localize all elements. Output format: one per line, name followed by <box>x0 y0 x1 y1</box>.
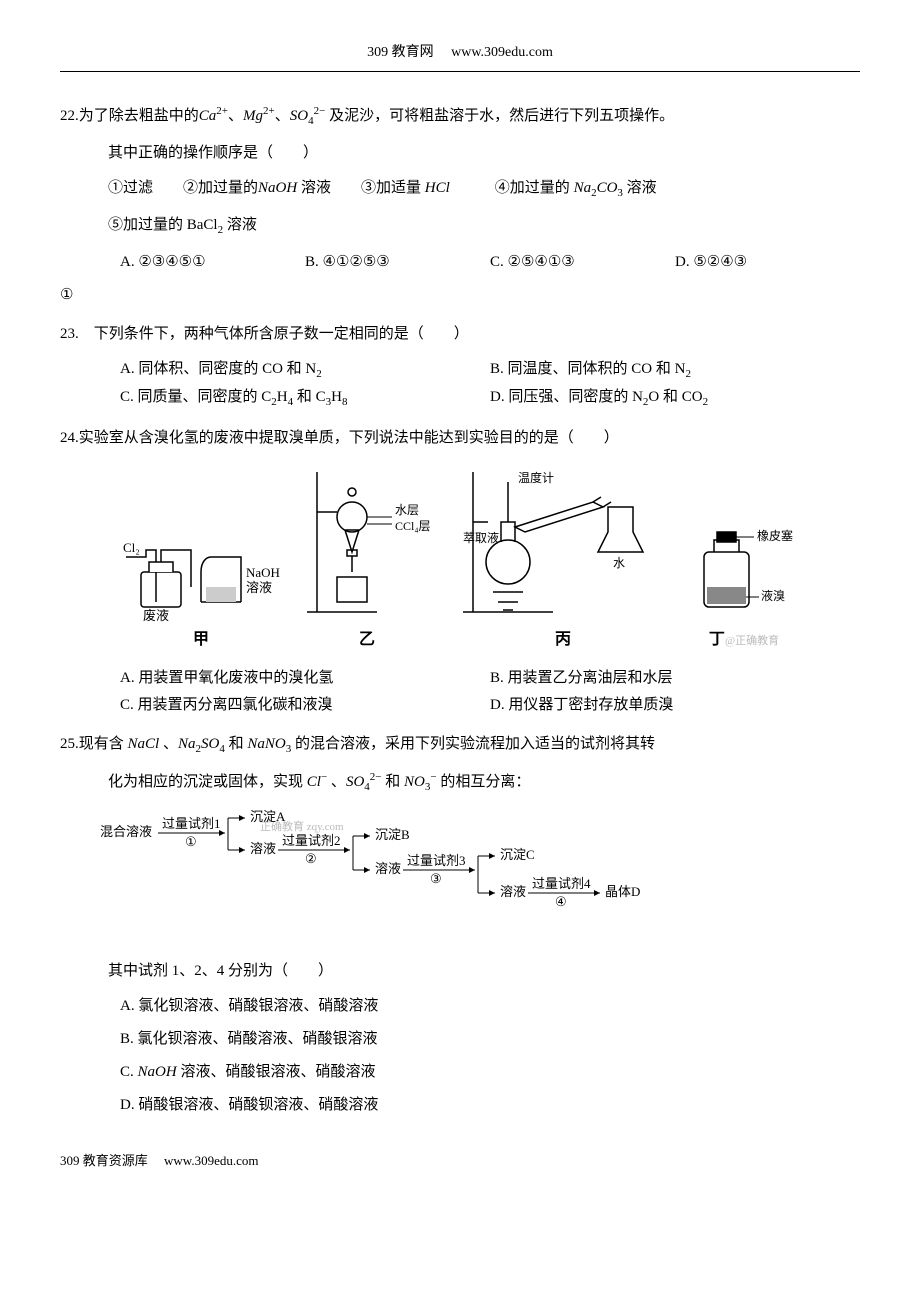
q22-choice-a: A. ②③④⑤① <box>120 249 305 276</box>
q22-stem-line2: 其中正确的操作顺序是（ ） <box>60 140 860 167</box>
label-waste: 废液 <box>143 608 169 622</box>
svg-text:④: ④ <box>555 894 567 909</box>
q23-choice-c: C. 同质量、同密度的 C2H4 和 C3H8 <box>120 384 490 413</box>
svg-text:溶液: 溶液 <box>250 841 276 856</box>
apparatus-ding: 橡皮塞 液溴 丁@正确教育 <box>689 512 799 655</box>
question-23: 23. 下列条件下，两种气体所含原子数一定相同的是（ ） A. 同体积、同密度的… <box>60 321 860 414</box>
svg-text:沉淀B: 沉淀B <box>375 827 410 842</box>
q22-choices: A. ②③④⑤① B. ④①②⑤③ C. ②⑤④①③ D. ⑤②④③ <box>60 249 860 276</box>
q24-number: 24. <box>60 430 79 446</box>
q23-number: 23. <box>60 326 79 342</box>
question-24: 24.实验室从含溴化氢的废液中提取溴单质，下列说法中能达到实验目的的是（ ） C… <box>60 425 860 719</box>
svg-text:③: ③ <box>430 871 442 886</box>
apparatus-jia-svg: Cl₂ 废液 NaOH 溶液 <box>121 502 281 622</box>
svg-text:②: ② <box>305 851 317 866</box>
header-url: www.309edu.com <box>451 45 553 60</box>
question-22: 22.为了除去粗盐中的Ca2+、Mg2+、SO42− 及泥沙，可将粗盐溶于水，然… <box>60 102 860 308</box>
svg-text:过量试剂3: 过量试剂3 <box>407 853 466 868</box>
apparatus-ding-svg: 橡皮塞 液溴 <box>689 512 799 622</box>
label-water-layer: 水层 <box>395 503 419 517</box>
page-footer: 309 教育资源库 www.309edu.com <box>60 1149 860 1172</box>
svg-text:晶体D: 晶体D <box>605 884 640 899</box>
apparatus-jia: Cl₂ 废液 NaOH 溶液 甲 <box>121 502 281 655</box>
q22-choice-d-wrap: ① <box>60 282 860 309</box>
q25-choices: A. 氯化钡溶液、硝酸银溶液、硝酸溶液 B. 氯化钡溶液、硝酸溶液、硝酸银溶液 … <box>60 993 860 1119</box>
q24-stem: 24.实验室从含溴化氢的废液中提取溴单质，下列说法中能达到实验目的的是（ ） <box>60 425 860 452</box>
label-extract: 萃取液 <box>463 530 499 545</box>
question-25: 25.现有含 NaCl 、Na2SO4 和 NaNO3 的混合溶液，采用下列实验… <box>60 731 860 1119</box>
q23-row2: C. 同质量、同密度的 C2H4 和 C3H8 D. 同压强、同密度的 N2O … <box>60 384 860 413</box>
svg-text:沉淀C: 沉淀C <box>500 847 535 862</box>
q22-choice-d: D. ⑤②④③ <box>675 249 860 276</box>
svg-text:①: ① <box>185 834 197 849</box>
q25-stem1: 25.现有含 NaCl 、Na2SO4 和 NaNO3 的混合溶液，采用下列实验… <box>60 731 860 760</box>
q25-choice-c: C. NaOH 溶液、硝酸银溶液、硝酸溶液 <box>120 1059 860 1086</box>
footer-site-name: 309 教育资源库 <box>60 1153 148 1168</box>
svg-text:混合溶液: 混合溶液 <box>100 824 152 839</box>
label-naoh2: 溶液 <box>246 580 272 595</box>
q25-choice-d: D. 硝酸银溶液、硝酸钡溶液、硝酸溶液 <box>120 1092 860 1119</box>
apparatus-yi: 水层 CCl₄层 乙 <box>297 462 437 655</box>
q22-ops-row1: ①过滤 ②加过量的NaOH 溶液 ③加适量 HCl ④加过量的 Na2CO3 溶… <box>60 175 860 204</box>
q25-choice-a: A. 氯化钡溶液、硝酸银溶液、硝酸溶液 <box>120 993 860 1020</box>
page-header: 309 教育网 www.309edu.com <box>60 40 860 72</box>
label-jia: 甲 <box>121 626 281 655</box>
q22-choice-b: B. ④①②⑤③ <box>305 249 490 276</box>
apparatus-yi-svg: 水层 CCl₄层 <box>297 462 437 622</box>
q23-choice-d: D. 同压强、同密度的 N2O 和 CO2 <box>490 384 860 413</box>
svg-text:沉淀A: 沉淀A <box>250 809 286 824</box>
svg-text:溶液: 溶液 <box>375 861 401 876</box>
q24-choice-a: A. 用装置甲氧化废液中的溴化氢 <box>120 665 490 692</box>
label-water: 水 <box>613 556 625 570</box>
label-bromine: 液溴 <box>761 588 785 603</box>
q24-diagram: Cl₂ 废液 NaOH 溶液 甲 <box>60 462 860 655</box>
q25-choice-b: B. 氯化钡溶液、硝酸溶液、硝酸银溶液 <box>120 1026 860 1053</box>
label-bing: 丙 <box>453 626 673 655</box>
q23-choice-a: A. 同体积、同密度的 CO 和 N2 <box>120 356 490 385</box>
q25-flowchart: 混合溶液 过量试剂1 ① 正确教育 zqy.com 沉淀A 溶液 过量试剂2 ②… <box>60 808 860 938</box>
apparatus-bing-svg: 温度计 萃取液 水 <box>453 462 673 622</box>
header-site-name: 309 教育网 <box>367 45 434 60</box>
label-stopper: 橡皮塞 <box>757 528 793 543</box>
q25-stem3: 其中试剂 1、2、4 分别为（ ） <box>60 958 860 985</box>
q22-ops-row2: ⑤加过量的 BaCl2 溶液 <box>60 212 860 241</box>
svg-text:溶液: 溶液 <box>500 884 526 899</box>
q24-row1: A. 用装置甲氧化废液中的溴化氢 B. 用装置乙分离油层和水层 <box>60 665 860 692</box>
q22-number: 22. <box>60 108 79 124</box>
label-naoh: NaOH <box>246 565 280 580</box>
q24-row2: C. 用装置丙分离四氯化碳和液溴 D. 用仪器丁密封存放单质溴 <box>60 692 860 719</box>
footer-url: www.309edu.com <box>164 1153 258 1168</box>
svg-text:过量试剂1: 过量试剂1 <box>162 816 221 831</box>
q25-number: 25. <box>60 736 79 752</box>
label-yi: 乙 <box>297 626 437 655</box>
svg-text:过量试剂2: 过量试剂2 <box>282 833 341 848</box>
q23-stem: 23. 下列条件下，两种气体所含原子数一定相同的是（ ） <box>60 321 860 348</box>
svg-text:过量试剂4: 过量试剂4 <box>532 876 591 891</box>
q23-choice-b: B. 同温度、同体积的 CO 和 N2 <box>490 356 860 385</box>
q23-row1: A. 同体积、同密度的 CO 和 N2 B. 同温度、同体积的 CO 和 N2 <box>60 356 860 385</box>
q24-choice-b: B. 用装置乙分离油层和水层 <box>490 665 860 692</box>
label-ding: 丁@正确教育 <box>689 626 799 655</box>
q25-stem2: 化为相应的沉淀或固体，实现 Cl− 、SO42− 和 NO3− 的相互分离： <box>60 768 860 798</box>
q24-choice-d: D. 用仪器丁密封存放单质溴 <box>490 692 860 719</box>
apparatus-bing: 温度计 萃取液 水 丙 <box>453 462 673 655</box>
q22-stem-line1: 22.为了除去粗盐中的Ca2+、Mg2+、SO42− 及泥沙，可将粗盐溶于水，然… <box>60 102 860 132</box>
q24-choice-c: C. 用装置丙分离四氯化碳和液溴 <box>120 692 490 719</box>
label-cl2: Cl₂ <box>123 540 140 555</box>
label-thermo: 温度计 <box>518 470 554 485</box>
q22-choice-c: C. ②⑤④①③ <box>490 249 675 276</box>
label-ccl4-layer: CCl₄层 <box>395 519 431 533</box>
q25-flow-svg: 混合溶液 过量试剂1 ① 正确教育 zqy.com 沉淀A 溶液 过量试剂2 ②… <box>100 808 660 938</box>
